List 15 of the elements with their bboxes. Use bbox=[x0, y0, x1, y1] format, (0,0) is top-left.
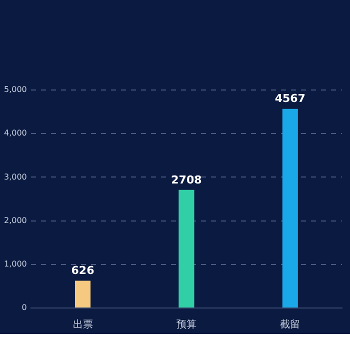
x-tick-label: 预算 bbox=[176, 318, 196, 331]
x-tick-label: 出票 bbox=[72, 318, 93, 331]
y-tick-label: 3,000 bbox=[4, 172, 27, 182]
data-label: 4567 bbox=[274, 92, 306, 106]
y-tick-label: 5,000 bbox=[4, 85, 27, 94]
data-label: 626 bbox=[71, 264, 95, 278]
data-label: 2708 bbox=[171, 173, 202, 186]
x-tick-label: 截留 bbox=[280, 318, 300, 331]
y-tick-label: 2,000 bbox=[4, 216, 27, 225]
y-tick-label: 4,000 bbox=[4, 128, 27, 138]
y-tick-label: 0 bbox=[22, 303, 27, 312]
bar bbox=[282, 108, 298, 308]
bar bbox=[74, 280, 91, 308]
bar bbox=[178, 190, 194, 308]
y-tick-label: 1,000 bbox=[4, 259, 27, 268]
